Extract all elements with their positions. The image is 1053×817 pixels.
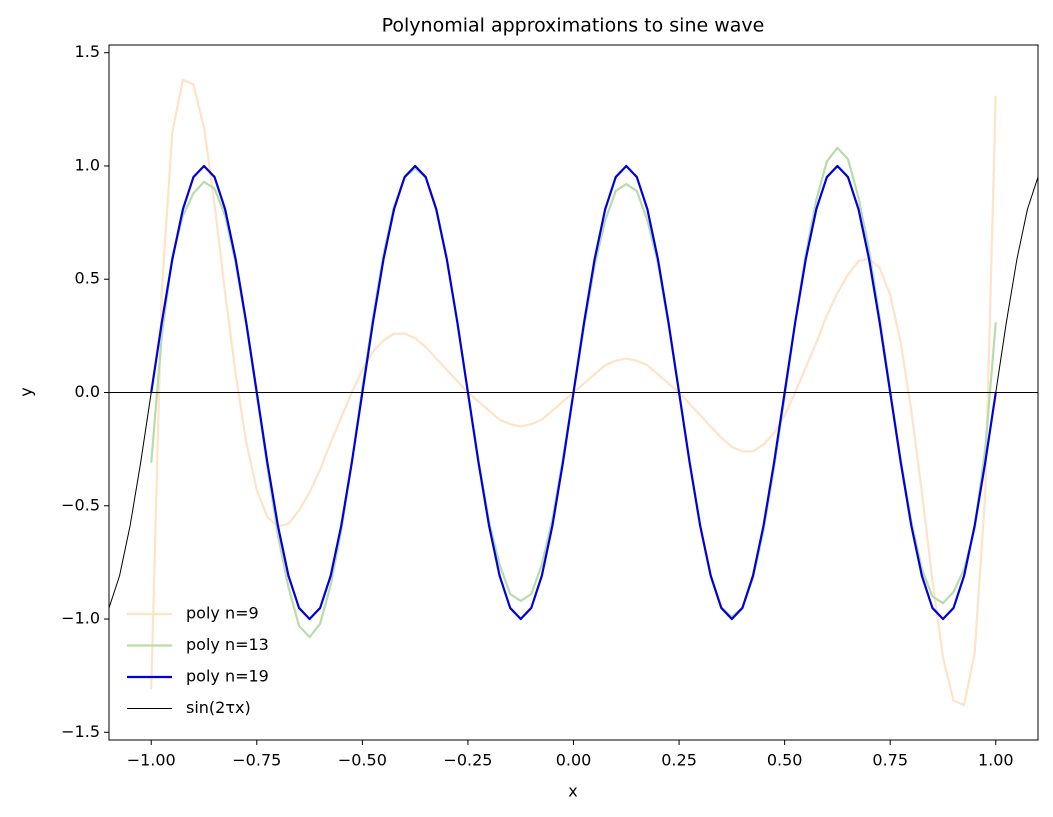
y-axis-label: y [17, 387, 36, 396]
y-tick-label: −1.5 [61, 722, 100, 741]
y-tick-label: 0.0 [75, 382, 100, 401]
y-tick-label: 0.5 [75, 269, 100, 288]
y-tick-label: −0.5 [61, 495, 100, 514]
legend-label: sin(2τx) [186, 698, 251, 717]
y-tick-label: 1.5 [75, 42, 100, 61]
legend-label: poly n=13 [186, 635, 269, 654]
x-axis-label: x [568, 782, 577, 801]
x-tick-label: −1.00 [127, 751, 176, 770]
x-tick-label: 1.00 [978, 751, 1014, 770]
x-tick-label: 0.00 [556, 751, 592, 770]
x-tick-label: −0.50 [338, 751, 387, 770]
chart-title: Polynomial approximations to sine wave [382, 15, 765, 37]
x-tick-label: 0.50 [767, 751, 803, 770]
legend-label: poly n=9 [186, 604, 259, 623]
y-tick-label: 1.0 [75, 155, 100, 174]
x-tick-label: 0.75 [872, 751, 908, 770]
legend-label: poly n=19 [186, 667, 269, 686]
plot-area [109, 78, 1038, 707]
x-tick-label: 0.25 [661, 751, 697, 770]
x-tick-label: −0.25 [443, 751, 492, 770]
y-tick-label: −1.0 [61, 609, 100, 628]
x-tick-label: −0.75 [232, 751, 281, 770]
